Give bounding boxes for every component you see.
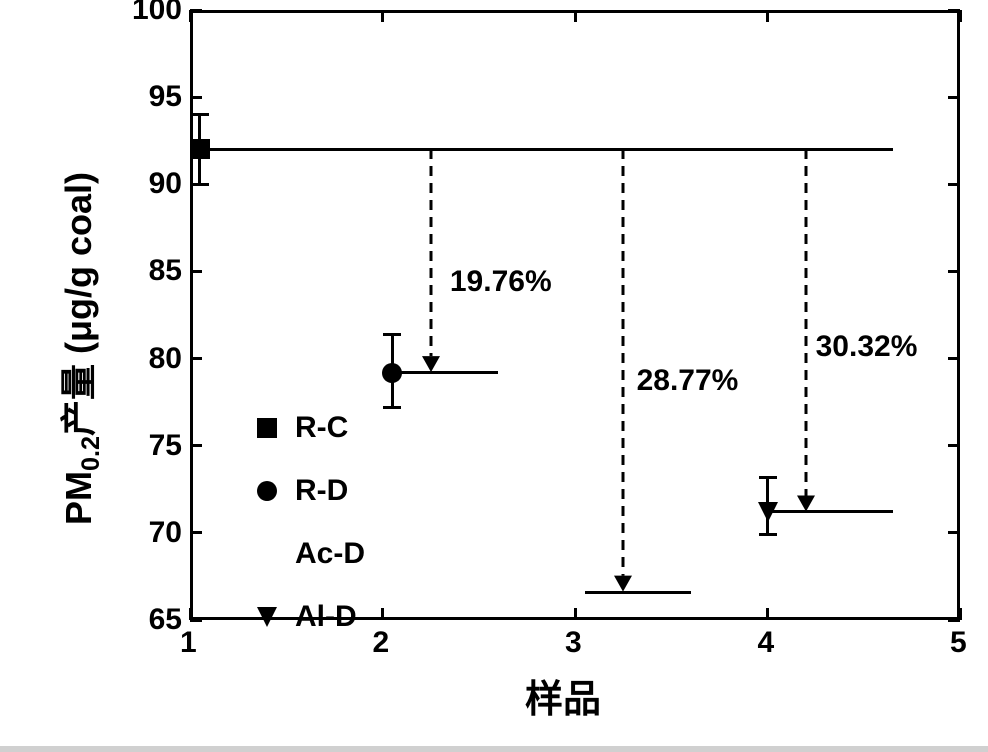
y-tick-label: 95 [149, 80, 182, 114]
legend-label: Al-D [295, 600, 357, 634]
annotation-label: 30.32% [816, 330, 918, 364]
x-tick-top [189, 10, 192, 22]
y-tick-right [948, 444, 960, 447]
y-tick-label: 70 [149, 516, 182, 550]
x-tick-top [381, 10, 384, 22]
drop-arrow [413, 149, 449, 374]
plot-area [190, 10, 960, 620]
footer-bar [0, 746, 988, 752]
error-bar-cap [191, 113, 209, 116]
marker-square [190, 139, 210, 159]
y-tick [190, 9, 202, 12]
y-tick-right [948, 270, 960, 273]
y-tick-label: 65 [149, 603, 182, 637]
x-tick [766, 608, 769, 620]
y-tick-label: 90 [149, 167, 182, 201]
y-tick-right [948, 531, 960, 534]
annotation-label: 28.77% [637, 364, 739, 398]
y-tick-right [948, 357, 960, 360]
level-line [768, 510, 893, 513]
marker-circle [382, 363, 402, 383]
marker-triangle-down-legend [257, 607, 277, 627]
error-bar-cap [759, 533, 777, 536]
legend-label: R-D [295, 474, 348, 508]
y-tick-label: 80 [149, 342, 182, 376]
y-tick-right [948, 96, 960, 99]
marker-triangle-down [758, 502, 778, 522]
y-tick-label: 75 [149, 429, 182, 463]
y-tick [190, 444, 202, 447]
marker-circle-legend [257, 481, 277, 501]
y-tick-label: 100 [132, 0, 182, 27]
y-tick [190, 357, 202, 360]
x-tick [189, 608, 192, 620]
x-tick-label: 2 [373, 626, 390, 660]
x-tick-label: 3 [565, 626, 582, 660]
y-tick-label: 85 [149, 254, 182, 288]
error-bar-cap [759, 476, 777, 479]
y-label-prefix: PM [58, 471, 99, 525]
error-bar-cap [383, 333, 401, 336]
annotation-label: 19.76% [450, 265, 552, 299]
x-tick-label: 1 [180, 626, 197, 660]
x-tick-top [959, 10, 962, 22]
y-tick-right [948, 183, 960, 186]
y-tick [190, 531, 202, 534]
x-tick [959, 608, 962, 620]
chart-container: PM0.2产量 (μg/g coal) 样品 65 70 75 80 85 90 95 100… [0, 0, 988, 752]
x-axis-label: 样品 [525, 668, 601, 723]
y-label-suffix: 产量 (μg/g coal) [58, 172, 99, 436]
error-bar-cap [383, 406, 401, 409]
error-bar-cap [191, 183, 209, 186]
y-tick [190, 270, 202, 273]
y-tick [190, 96, 202, 99]
y-label-subscript: 0.2 [77, 436, 105, 471]
x-tick [574, 608, 577, 620]
x-tick-label: 4 [758, 626, 775, 660]
marker-square-legend [257, 418, 277, 438]
x-tick [381, 608, 384, 620]
y-tick [190, 619, 202, 622]
x-tick-label: 5 [950, 626, 967, 660]
x-tick-top [574, 10, 577, 22]
x-tick-top [766, 10, 769, 22]
legend-label: R-C [295, 411, 348, 445]
legend-label: Ac-D [295, 537, 365, 571]
